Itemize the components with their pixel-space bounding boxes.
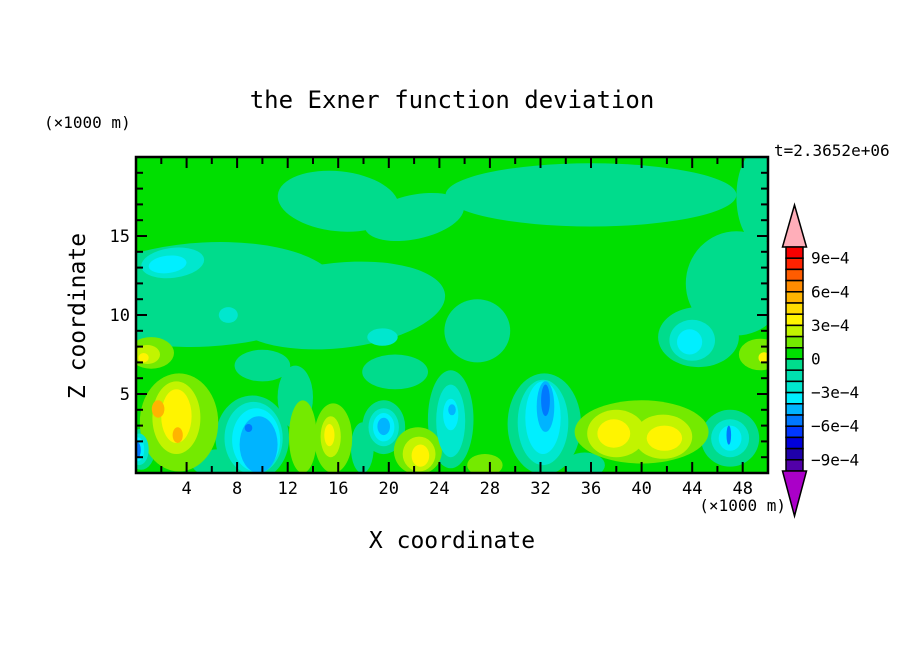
- colorbar-level-swatch: [785, 403, 804, 416]
- colorbar-level-swatch: [785, 380, 804, 394]
- colorbar-level-swatch: [785, 268, 804, 282]
- x-tick-label: 40: [631, 479, 651, 499]
- contour-region-p3: [597, 419, 631, 448]
- contour-region-p4: [151, 400, 165, 418]
- contour-region-m1: [444, 299, 511, 363]
- colorbar-level-swatch: [785, 313, 804, 327]
- x-tick-label: 4: [181, 479, 191, 499]
- colorbar-label: 9e−4: [811, 249, 850, 268]
- chart-title: the Exner function deviation: [249, 86, 655, 114]
- contour-region-m4: [239, 416, 278, 473]
- contour-region-m1: [231, 261, 446, 350]
- contour-region-m1: [445, 163, 737, 227]
- colorbar-level-swatch: [785, 335, 804, 349]
- contour-region-m3: [677, 329, 703, 355]
- z-tick-label: 5: [120, 385, 130, 405]
- x-tick-label: 36: [581, 479, 601, 499]
- contour-region-m2: [218, 307, 238, 323]
- contour-region-m1: [736, 157, 768, 244]
- contour-region-m5: [541, 384, 550, 417]
- colorbar-level-swatch: [785, 447, 804, 461]
- colorbar-level-swatch: [785, 291, 804, 304]
- contour-region-p3: [138, 353, 149, 363]
- colorbar-level-swatch: [785, 358, 804, 371]
- contour-region-m4: [377, 417, 391, 436]
- contour-region-p4: [172, 427, 183, 443]
- x-tick-label: 20: [379, 479, 399, 499]
- contour-region-p1: [467, 454, 503, 473]
- colorbar-level-swatch: [785, 459, 804, 472]
- x-tick-label: 16: [328, 479, 348, 499]
- x-tick-label: 32: [530, 479, 550, 499]
- colorbar-label: 6e−4: [811, 282, 850, 301]
- x-tick-label: 44: [682, 479, 702, 499]
- colorbar-over-arrow: [781, 202, 808, 248]
- x-tick-label: 28: [480, 479, 500, 499]
- colorbar-level-swatch: [785, 425, 804, 439]
- contour-region-m5: [726, 425, 732, 445]
- z-axis-label: Z coordinate: [65, 232, 91, 400]
- colorbar-level-swatch: [785, 257, 804, 271]
- colorbar-level-swatch: [785, 436, 804, 450]
- x-tick-label: 8: [232, 479, 242, 499]
- colorbar-level-swatch: [785, 391, 804, 405]
- colorbar-level-swatch: [785, 302, 804, 315]
- colorbar-level-swatch: [785, 369, 804, 383]
- colorbar-label: 3e−4: [811, 316, 850, 335]
- x-axis-unit-label: (×1000 m): [699, 496, 786, 515]
- x-axis-label: X coordinate: [368, 528, 536, 554]
- colorbar-label: −9e−4: [811, 450, 859, 469]
- contour-region-m1: [364, 192, 464, 242]
- contour-region-p3: [646, 425, 683, 451]
- z-tick-label: 15: [110, 227, 130, 247]
- x-tick-label: 24: [429, 479, 449, 499]
- colorbar-label: −6e−4: [811, 417, 859, 436]
- contour-region-m1: [234, 349, 291, 382]
- x-tick-label: 48: [732, 479, 752, 499]
- contour-region-m1: [362, 354, 428, 390]
- contour-region-p3: [324, 424, 335, 447]
- contour-region-p1: [738, 338, 768, 371]
- contour-region-p3: [758, 352, 768, 364]
- z-axis-unit-label: (×1000 m): [44, 113, 131, 132]
- colorbar-label: 0: [811, 350, 821, 369]
- contour-region-p2: [136, 345, 160, 364]
- colorbar-level-swatch: [785, 347, 804, 360]
- colorbar-level-swatch: [785, 279, 804, 293]
- contour-region-p3: [161, 389, 192, 443]
- contour-region-m4: [448, 404, 456, 416]
- contour-region-m5: [244, 424, 253, 432]
- contour-field: [136, 157, 768, 473]
- colorbar-level-swatch: [785, 414, 804, 427]
- contour-region-p1: [288, 400, 317, 473]
- z-tick-label: 10: [110, 306, 130, 326]
- contour-region-p3: [411, 444, 430, 467]
- x-tick-label: 12: [277, 479, 297, 499]
- contour-region-m2: [367, 328, 398, 346]
- colorbar-label: −3e−4: [811, 383, 859, 402]
- colorbar-level-swatch: [785, 246, 804, 259]
- contour-region-m3: [148, 255, 187, 274]
- timestamp-label: t=2.3652e+06: [774, 141, 890, 160]
- contour-region-m1: [564, 452, 605, 473]
- colorbar-level-swatch: [785, 324, 804, 338]
- colorbar-under-arrow: [781, 470, 808, 519]
